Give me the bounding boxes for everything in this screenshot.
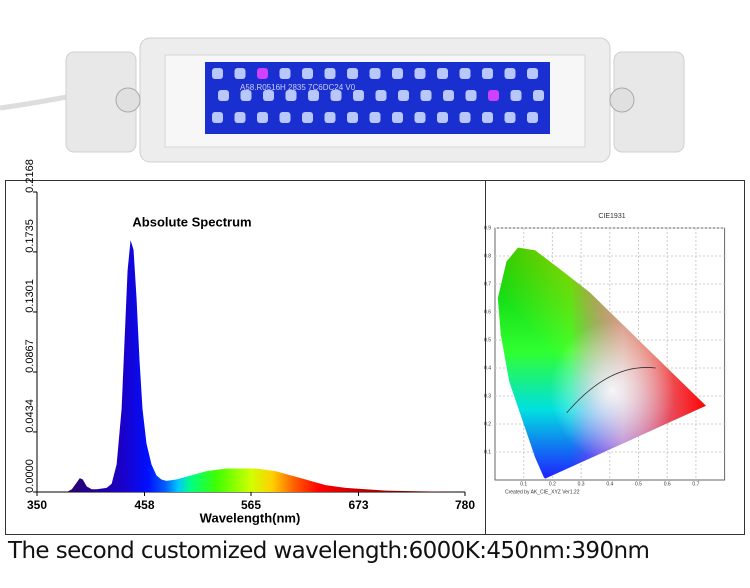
led (330, 90, 342, 101)
led (263, 90, 274, 101)
led (420, 90, 432, 101)
led (234, 68, 246, 79)
planckian-locus (566, 367, 656, 414)
x-tick-label: 458 (134, 498, 154, 512)
cie-y-tick-label: 0.9 (484, 225, 491, 231)
cie-title: CIE1931 (598, 213, 625, 220)
led (533, 90, 544, 101)
x-tick-label: 350 (27, 498, 47, 512)
led (459, 112, 471, 123)
y-tick-label: 0.2168 (24, 159, 36, 193)
led (324, 68, 336, 79)
led (392, 68, 403, 79)
cie-x-tick-label: 0.6 (664, 481, 671, 487)
led-panel-text: A58.R0516H 2835 7C6DC24 V0 (240, 83, 356, 92)
y-tick-label: 0.1301 (24, 279, 36, 313)
y-tick-label: 0.1735 (24, 219, 36, 253)
led (324, 112, 336, 123)
led (212, 68, 223, 79)
led (398, 90, 409, 101)
led (369, 68, 381, 79)
x-tick-label: 565 (241, 498, 261, 512)
y-tick-label: 0.0867 (24, 339, 36, 373)
cie-x-tick-label: 0.4 (606, 481, 613, 487)
led (375, 90, 387, 101)
cie-y-tick-label: 0.3 (484, 393, 491, 399)
led (279, 68, 291, 79)
led (240, 90, 252, 101)
cie-y-tick-label: 0.5 (484, 337, 491, 343)
y-tick-label: 0.0434 (24, 399, 36, 433)
led (308, 90, 319, 101)
led (285, 90, 297, 101)
led (218, 90, 229, 101)
led (234, 112, 246, 123)
cie-x-tick-label: 0.2 (549, 481, 556, 487)
led (369, 112, 381, 123)
led (414, 112, 426, 123)
x-axis-label: Wavelength(nm) (200, 510, 301, 525)
x-tick-label: 780 (455, 498, 475, 512)
led (510, 90, 522, 101)
cie-gamut (497, 247, 706, 479)
led (302, 68, 313, 79)
led (279, 112, 291, 123)
cie-y-tick-label: 0.7 (484, 281, 491, 287)
chart-title: Absolute Spectrum (132, 214, 251, 229)
led (459, 68, 471, 79)
led (488, 90, 499, 101)
led (347, 112, 358, 123)
led (353, 90, 364, 101)
cie-credit: Created by AK_CIE_XYZ Ver1.22 (505, 489, 580, 495)
led (437, 68, 448, 79)
y-tick-label: 0.0000 (24, 459, 36, 493)
cie-y-tick-label: 0.4 (484, 365, 491, 371)
led (482, 68, 493, 79)
cie-y-tick-label: 0.8 (484, 253, 491, 259)
led (347, 68, 358, 79)
chart-frame (5, 180, 745, 535)
led (443, 90, 454, 101)
cie-x-tick-label: 0.3 (578, 481, 585, 487)
led (257, 112, 268, 123)
caption: The second customized wavelength:6000K:4… (8, 538, 650, 564)
x-tick-label: 673 (348, 498, 368, 512)
led (482, 112, 493, 123)
spectrum-area (66, 240, 465, 492)
cie-x-tick-label: 0.7 (692, 481, 699, 487)
fixture-photo: A58.R0516H 2835 7C6DC24 V0 (0, 37, 685, 163)
led (527, 112, 538, 123)
led (504, 68, 516, 79)
led (257, 68, 268, 79)
cie-y-tick-label: 0.1 (484, 449, 491, 455)
cie-y-tick-label: 0.2 (484, 421, 491, 427)
cie-x-tick-label: 0.5 (635, 481, 642, 487)
led (414, 68, 426, 79)
led (212, 112, 223, 123)
cie-x-tick-label: 0.1 (520, 481, 527, 487)
cie-y-tick-label: 0.6 (484, 309, 491, 315)
led (465, 90, 477, 101)
led (527, 68, 538, 79)
led (437, 112, 448, 123)
figure: A58.R0516H 2835 7C6DC24 V0 0.0000 0.0434 0… (0, 37, 745, 535)
led (504, 112, 516, 123)
led (392, 112, 403, 123)
led (302, 112, 313, 123)
